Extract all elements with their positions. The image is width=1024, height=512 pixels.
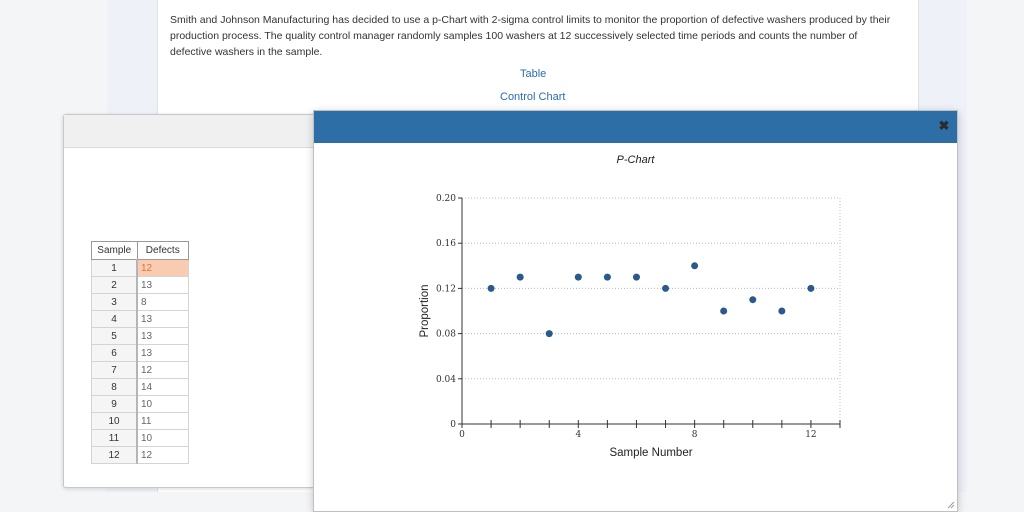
resize-handle-icon[interactable] bbox=[947, 501, 955, 509]
y-tick-label: 0.08 bbox=[436, 330, 456, 340]
table-row: 8 14 bbox=[91, 378, 189, 396]
table-row: 6 13 bbox=[91, 344, 189, 362]
control-chart-link[interactable]: Control Chart bbox=[500, 91, 566, 103]
defects-cell[interactable]: 8 bbox=[136, 293, 189, 311]
control-chart-window: ✖ P-Chart 0 0.04 0.08 0.12 0.16 0.20 0 4 8 12 Samp… bbox=[313, 110, 958, 512]
x-tick-label: 8 bbox=[692, 430, 698, 440]
sample-cell: 8 bbox=[91, 378, 138, 396]
defects-cell[interactable]: 10 bbox=[136, 429, 189, 447]
sample-cell: 1 bbox=[91, 259, 138, 277]
defects-cell[interactable]: 10 bbox=[136, 395, 189, 413]
close-icon[interactable]: ✖ bbox=[938, 118, 950, 133]
defects-cell[interactable]: 13 bbox=[136, 310, 189, 328]
table-link[interactable]: Table bbox=[520, 68, 547, 80]
data-point[interactable] bbox=[691, 262, 699, 270]
table-row: 2 13 bbox=[91, 276, 189, 294]
table-row: 5 13 bbox=[91, 327, 189, 345]
table-row: 11 10 bbox=[91, 429, 189, 447]
sample-cell: 12 bbox=[91, 446, 138, 464]
sample-cell: 4 bbox=[91, 310, 138, 328]
question-text: Smith and Johnson Manufacturing has deci… bbox=[170, 14, 891, 58]
x-axis-label: Sample Number bbox=[609, 447, 692, 459]
data-point[interactable] bbox=[603, 273, 611, 281]
y-axis-label: Proportion bbox=[419, 284, 431, 337]
y-tick-label: 0.20 bbox=[436, 194, 456, 204]
y-tick-label: 0 bbox=[450, 420, 456, 430]
sample-cell: 7 bbox=[91, 361, 138, 379]
defects-cell[interactable]: 13 bbox=[136, 276, 189, 294]
chart-title-text: P-Chart bbox=[616, 154, 655, 166]
sample-cell: 2 bbox=[91, 276, 138, 294]
sample-cell: 6 bbox=[91, 344, 138, 362]
sample-column-header: Sample bbox=[91, 241, 138, 260]
sample-cell: 11 bbox=[91, 429, 138, 447]
defects-cell[interactable]: 13 bbox=[136, 344, 189, 362]
table-row: 1 12 bbox=[91, 259, 189, 277]
p-chart-plot: 0 0.04 0.08 0.12 0.16 0.20 0 4 8 12 Sample Number P… bbox=[419, 194, 841, 459]
table-row: 10 11 bbox=[91, 412, 189, 430]
x-tick-label: 0 bbox=[459, 430, 465, 440]
sample-defects-table: Sample Defects 1 12 2 13 3 8 4 13 5 13 6 13 7 12 8 14 9 1… bbox=[91, 241, 189, 464]
table-window: Sample Defects 1 12 2 13 3 8 4 13 5 13 6 13 7 12 8 14 9 1… bbox=[63, 114, 333, 488]
y-tick-label: 0.04 bbox=[436, 375, 456, 385]
data-point[interactable] bbox=[662, 284, 670, 292]
table-body: 1 12 2 13 3 8 4 13 5 13 6 13 7 12 8 14 9 10 10 11 11 10 12 12 bbox=[91, 259, 189, 464]
defects-cell[interactable]: 14 bbox=[136, 378, 189, 396]
sample-cell: 5 bbox=[91, 327, 138, 345]
y-tick-label: 0.16 bbox=[436, 239, 456, 249]
sample-cell: 9 bbox=[91, 395, 138, 413]
table-row: 12 12 bbox=[91, 446, 189, 464]
sample-cell: 3 bbox=[91, 293, 138, 311]
x-tick-label: 12 bbox=[805, 430, 816, 440]
defects-cell[interactable]: 12 bbox=[136, 259, 189, 277]
table-row: 4 13 bbox=[91, 310, 189, 328]
data-point[interactable] bbox=[545, 330, 553, 338]
data-point[interactable] bbox=[574, 273, 582, 281]
table-row: 9 10 bbox=[91, 395, 189, 413]
data-point[interactable] bbox=[487, 284, 495, 292]
defects-column-header: Defects bbox=[136, 241, 189, 260]
table-window-header[interactable] bbox=[64, 115, 332, 148]
data-point[interactable] bbox=[720, 307, 728, 315]
chart-title: P-Chart bbox=[314, 154, 957, 166]
defects-cell[interactable]: 12 bbox=[136, 446, 189, 464]
data-point[interactable] bbox=[807, 284, 815, 292]
data-point[interactable] bbox=[778, 307, 786, 315]
table-row: 7 12 bbox=[91, 361, 189, 379]
data-point[interactable] bbox=[516, 273, 524, 281]
y-tick-label: 0.12 bbox=[436, 284, 456, 294]
data-point[interactable] bbox=[749, 296, 757, 304]
data-point[interactable] bbox=[632, 273, 640, 281]
chart-window-header[interactable]: ✖ bbox=[314, 111, 957, 143]
defects-cell[interactable]: 13 bbox=[136, 327, 189, 345]
defects-cell[interactable]: 11 bbox=[136, 412, 189, 430]
sample-cell: 10 bbox=[91, 412, 138, 430]
x-tick-label: 4 bbox=[575, 430, 581, 440]
defects-cell[interactable]: 12 bbox=[136, 361, 189, 379]
